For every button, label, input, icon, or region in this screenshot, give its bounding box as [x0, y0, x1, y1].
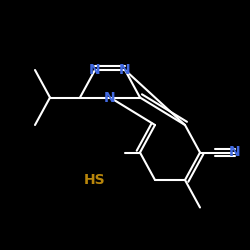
Text: N: N — [104, 90, 116, 104]
Text: N: N — [229, 146, 241, 160]
Text: N: N — [89, 63, 101, 77]
Text: HS: HS — [84, 173, 106, 187]
Text: N: N — [119, 63, 131, 77]
